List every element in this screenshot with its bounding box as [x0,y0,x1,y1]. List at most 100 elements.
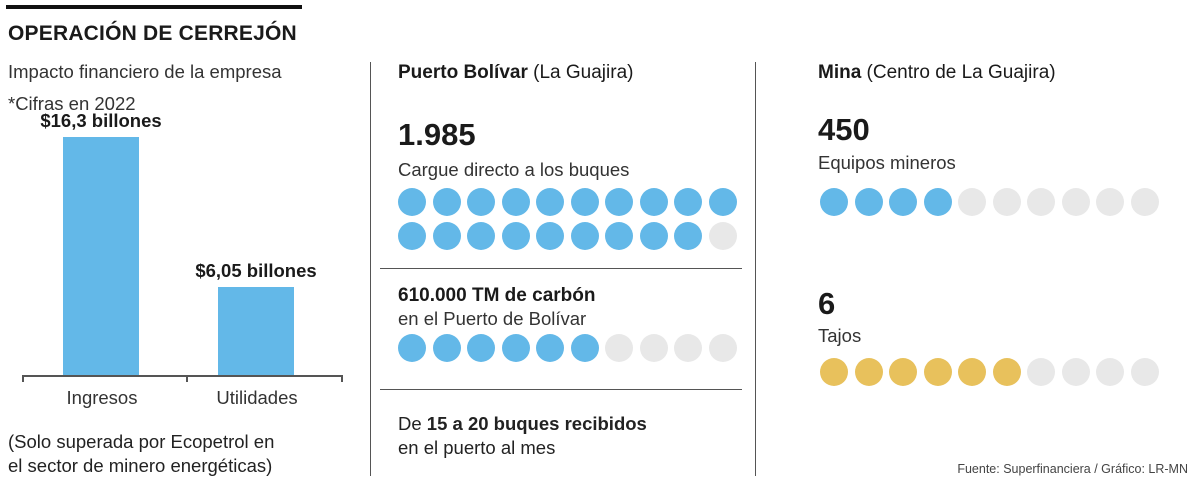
puerto-stat3-bold: 15 a 20 buques recibidos [426,413,647,434]
dot [639,334,668,362]
puerto-stat3-line2: en el puerto al mes [398,437,556,458]
dot [1027,358,1055,386]
data-label-ingresos: $16,3 billones [40,110,162,132]
dot [674,222,702,250]
dot [992,188,1021,216]
footnote: (Solo superada por Ecopetrol en el secto… [8,430,274,478]
dot [536,334,564,362]
mina-stat1-label: Equipos mineros [818,152,956,173]
dot [570,334,599,362]
mina-heading: Mina (Centro de La Guajira) [818,62,1056,84]
dot [639,222,668,250]
puerto-stat3-line1: De 15 a 20 buques recibidos [398,412,647,436]
dot [992,358,1021,386]
page-title: OPERACIÓN DE CERREJÓN [8,22,297,45]
mina-stat2-dots [820,358,1159,386]
column-divider-left [370,62,371,476]
x-axis-tick [186,375,188,382]
dot [674,188,702,216]
dot [674,334,702,362]
bar-chart: $16,3 billones $6,05 billones Ingresos U… [0,0,360,420]
header-rule [6,5,302,9]
dot [1061,358,1090,386]
mina-heading-region: (Centro de La Guajira) [861,62,1056,83]
dot [923,358,952,386]
data-label-utilidades: $6,05 billones [195,259,317,281]
dot [501,222,530,250]
dot [1027,188,1055,216]
dot [398,334,426,362]
dot [889,188,917,216]
dot [467,188,495,216]
puerto-stat1-label: Cargue directo a los buques [398,159,630,180]
dot [467,222,495,250]
dot [605,222,633,250]
dot [923,188,952,216]
footnote-line-2: el sector de minero energéticas) [8,455,273,476]
dot-row [398,334,737,362]
dot [958,188,986,216]
bar-ingresos [63,137,139,375]
dot [570,188,599,216]
dot [605,334,633,362]
dot [605,188,633,216]
dot-row [398,222,737,250]
mina-heading-bold: Mina [818,62,862,83]
puerto-stat2-value: 610.000 TM de carbón [398,285,596,306]
dot [1130,358,1159,386]
dot [708,188,737,216]
puerto-stat2-dots [398,334,737,362]
puerto-heading: Puerto Bolívar (La Guajira) [398,62,633,84]
chart-subtitle: Impacto financiero de la empresa [8,61,282,82]
dot [958,358,986,386]
dot-row [820,358,1159,386]
chart-subtitle-note: *Cifras en 2022 [8,93,136,114]
puerto-stat2-label: en el Puerto de Bolívar [398,308,587,329]
dot [854,358,883,386]
x-axis-tick [341,375,343,382]
puerto-heading-bold: Puerto Bolívar [398,62,528,83]
dot [639,188,668,216]
dot [708,222,737,250]
mina-stat2-label: Tajos [818,325,862,346]
mina-stat1-dots [820,188,1159,216]
dot [398,222,426,250]
puerto-stat1-dots [398,188,737,250]
dot [1061,188,1090,216]
x-tick-label-ingresos: Ingresos [66,387,138,408]
dot [854,188,883,216]
footnote-line-1: (Solo superada por Ecopetrol en [8,431,275,452]
dot [536,222,564,250]
source-credit: Fuente: Superfinanciera / Gráfico: LR-MN [957,462,1188,476]
dot [889,358,917,386]
section-divider [380,389,742,390]
dot [432,222,461,250]
mina-stat2-value: 6 [818,286,836,321]
dot [708,334,737,362]
dot-row [398,188,737,216]
dot [467,334,495,362]
mina-stat1-value: 450 [818,112,870,147]
puerto-stat3-prefix: De [398,413,427,434]
puerto-stat1-value: 1.985 [398,117,476,152]
puerto-stat3: De 15 a 20 buques recibidos en el puerto… [398,412,647,460]
dot [820,358,848,386]
dot [820,188,848,216]
dot [1130,188,1159,216]
section-divider [380,268,742,269]
dot [570,222,599,250]
dot [432,334,461,362]
dot [1096,188,1124,216]
dot-row [820,188,1159,216]
dot [1096,358,1124,386]
dot [398,188,426,216]
x-axis [22,375,342,377]
x-axis-tick [22,375,24,382]
dot [501,188,530,216]
column-divider-right [755,62,756,476]
bar-utilidades [218,286,294,375]
x-tick-label-utilidades: Utilidades [216,387,298,408]
dot [501,334,530,362]
dot [536,188,564,216]
puerto-heading-region: (La Guajira) [527,62,634,83]
